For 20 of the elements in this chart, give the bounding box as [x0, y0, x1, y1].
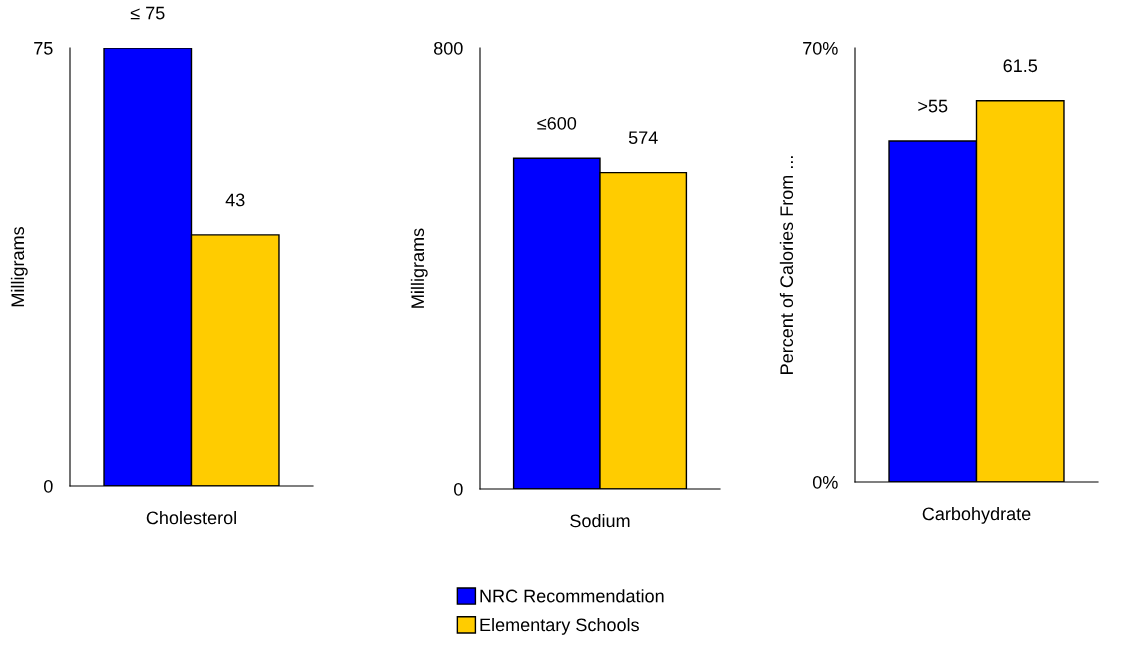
y-tick-label: 0 [44, 479, 53, 493]
y-tick-label: 75 [34, 42, 53, 55]
y-tick-label: 0% [812, 475, 838, 489]
y-axis-title: Percent of Calories From ... [779, 156, 794, 374]
legend-label: NRC Recommendation [480, 589, 664, 603]
y-tick-label: 0 [454, 482, 463, 496]
y-axis-title: Milligrams [410, 228, 428, 308]
data-label: 61.5 [1003, 59, 1038, 73]
x-tick-label: Sodium [570, 514, 630, 528]
y-tick-label: 70% [803, 41, 838, 55]
data-label: ≤600 [537, 116, 577, 130]
x-tick-label: Carbohydrate [922, 507, 1031, 524]
data-label: ≤ 75 [130, 6, 165, 20]
y-tick-label: 800 [434, 41, 463, 55]
data-label: 43 [225, 193, 245, 207]
y-axis-title: Milligrams [10, 227, 28, 307]
x-tick-label: Cholesterol [146, 511, 236, 525]
data-label: 574 [628, 131, 658, 145]
data-label: >55 [918, 99, 948, 113]
legend-label: Elementary Schools [480, 617, 639, 635]
